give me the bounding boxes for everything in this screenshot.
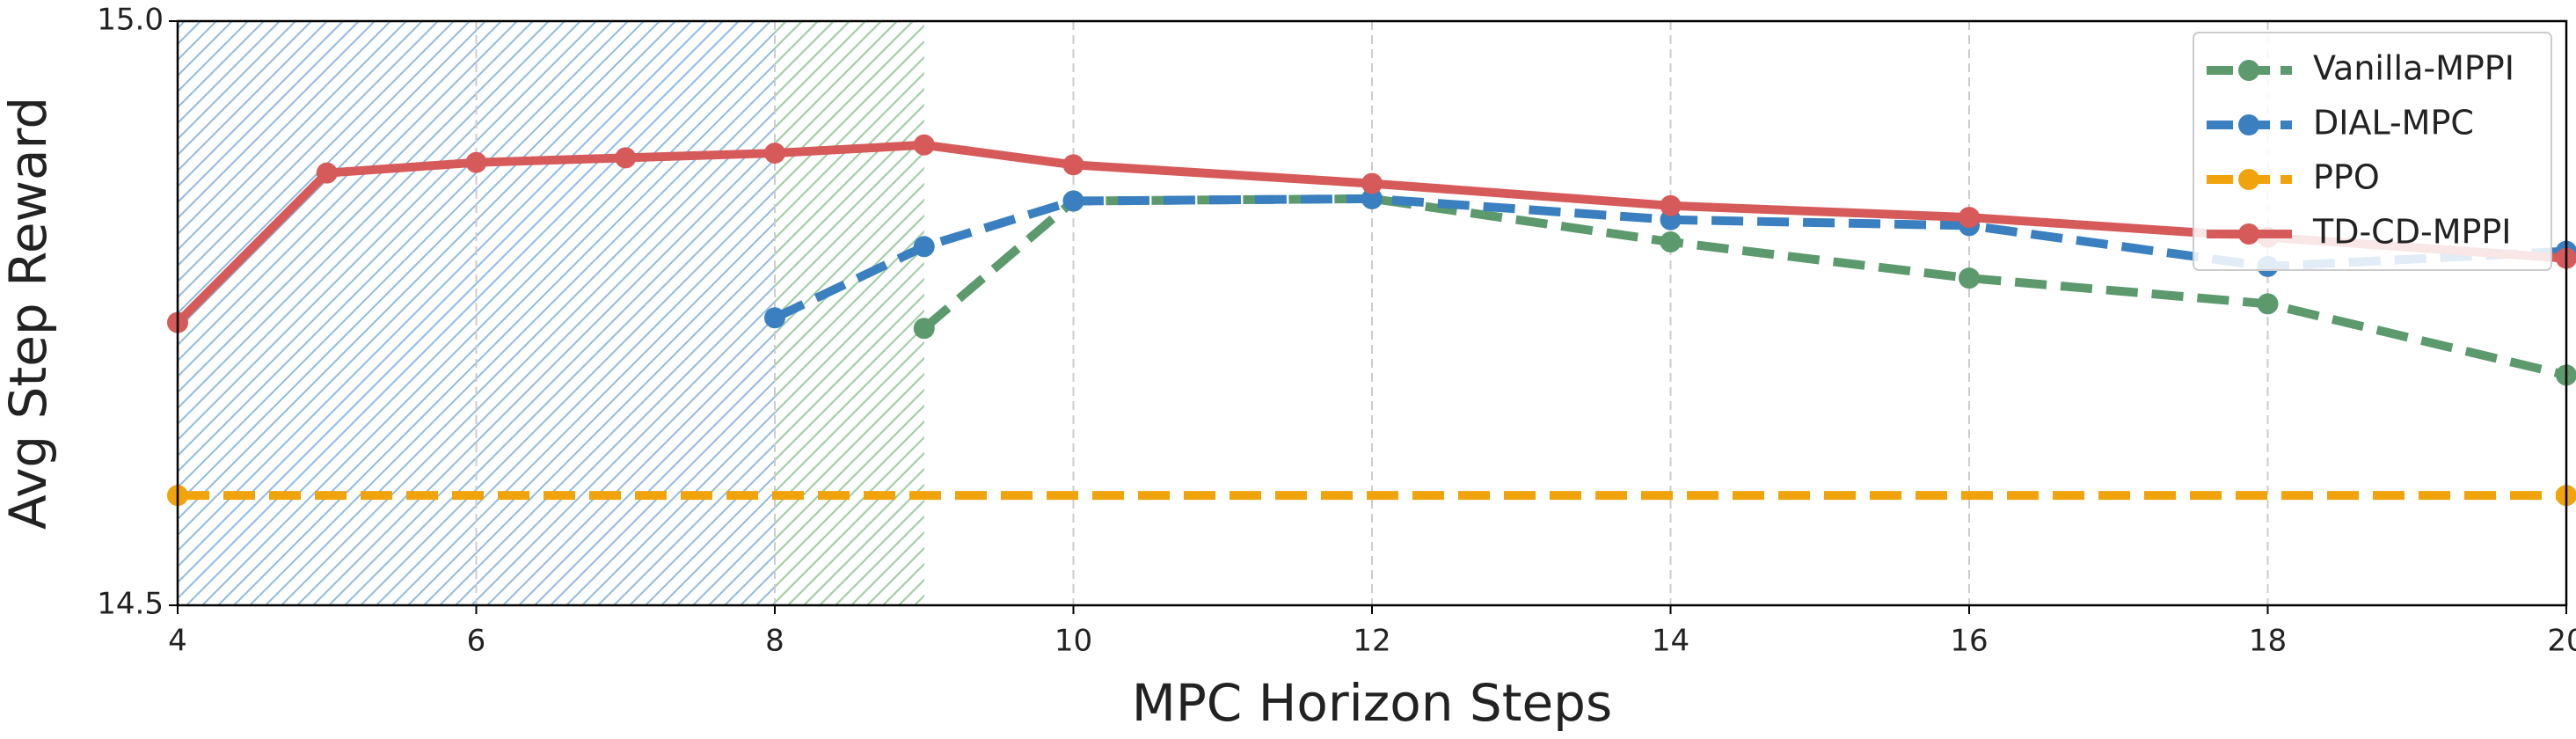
legend-marker <box>2238 223 2259 245</box>
legend-label: TD-CD-MPPI <box>2312 213 2512 252</box>
series-line <box>174 140 2567 326</box>
x-tick-label: 8 <box>765 624 784 659</box>
x-tick-label: 12 <box>1353 624 1390 659</box>
data-point <box>1361 187 1383 209</box>
legend-label: DIAL-MPC <box>2313 104 2474 143</box>
y-axis-label: Avg Step Reward <box>0 97 58 530</box>
legend-marker <box>2238 169 2259 190</box>
data-point <box>913 236 935 258</box>
data-point <box>1361 172 1383 194</box>
data-point <box>1959 207 1980 229</box>
data-point <box>913 134 935 156</box>
data-point <box>1062 190 1084 212</box>
x-tick-label: 16 <box>1950 624 1988 659</box>
legend-label: PPO <box>2313 158 2380 197</box>
legend-marker <box>2238 114 2259 135</box>
x-tick-label: 20 <box>2547 624 2576 659</box>
data-point <box>465 151 487 173</box>
data-point <box>764 143 785 165</box>
data-point <box>1062 154 1084 176</box>
plot-frame <box>176 19 2568 607</box>
legend-marker <box>2238 60 2259 81</box>
data-point <box>615 147 637 169</box>
data-point <box>316 162 338 184</box>
data-point <box>1660 194 1682 216</box>
x-tick-label: 18 <box>2249 624 2287 659</box>
legend: Vanilla-MPPI DIAL-MPC PPO TD-CD-MPPI <box>2193 32 2552 271</box>
legend-box <box>2193 32 2552 271</box>
data-point <box>913 318 935 340</box>
y-tick-label: 15.0 <box>97 3 164 38</box>
legend-label: Vanilla-MPPI <box>2313 49 2514 88</box>
data-point <box>1660 230 1682 252</box>
data-point <box>764 307 785 329</box>
shaded-span <box>775 21 924 605</box>
x-axis-label: MPC Horizon Steps <box>1132 673 1612 733</box>
x-tick-label: 4 <box>168 624 187 659</box>
data-point <box>1959 267 1980 289</box>
x-tick-label: 6 <box>467 624 486 659</box>
x-tick-label: 10 <box>1054 624 1092 659</box>
x-tick-label: 14 <box>1652 624 1689 659</box>
y-tick-label: 14.5 <box>97 587 164 622</box>
data-point <box>2257 293 2279 315</box>
